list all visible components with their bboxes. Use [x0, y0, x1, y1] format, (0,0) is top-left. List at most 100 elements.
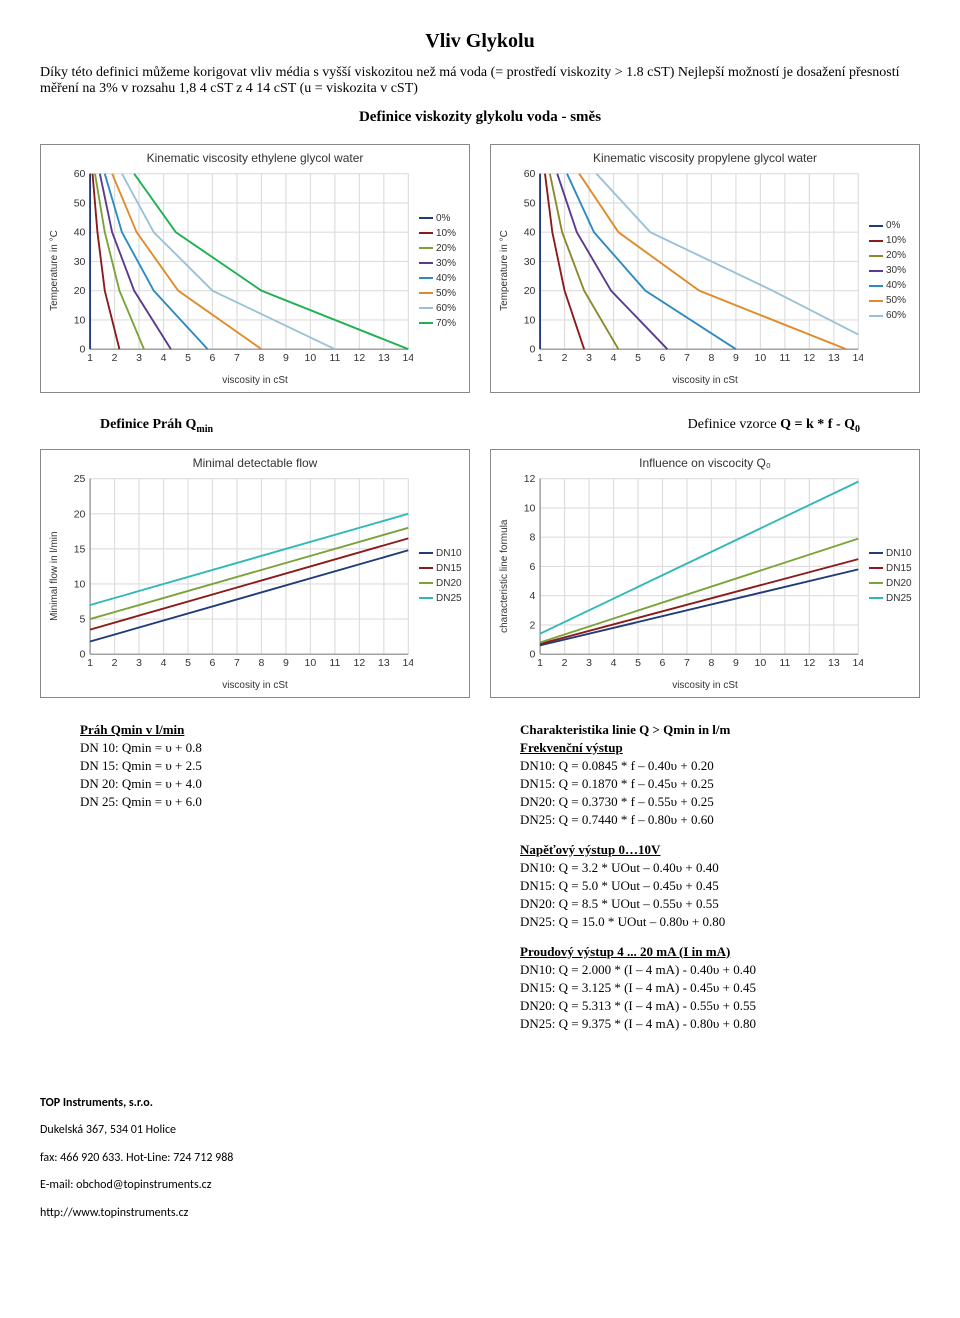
series-line — [540, 481, 858, 633]
svg-text:0: 0 — [530, 344, 536, 356]
chart-row-1: Kinematic viscosity ethylene glycol wate… — [40, 144, 920, 393]
legend-swatch — [869, 240, 883, 242]
svg-text:20: 20 — [74, 285, 86, 297]
svg-text:12: 12 — [354, 657, 366, 669]
formula-line: DN25: Q = 0.7440 * f – 0.80υ + 0.60 — [520, 812, 920, 828]
block-subheading: Frekvenční výstup — [520, 740, 920, 756]
chart-xlabel: viscosity in cSt — [47, 375, 463, 386]
svg-text:6: 6 — [660, 352, 666, 364]
legend-swatch — [869, 552, 883, 554]
chart-minflow: Minimal detectable flow Minimal flow in l… — [40, 449, 470, 698]
svg-text:4: 4 — [611, 352, 617, 364]
legend-label: 50% — [436, 288, 456, 299]
chart-xlabel: viscosity in cSt — [47, 680, 463, 691]
legend-swatch — [419, 217, 433, 219]
legend-item: 0% — [869, 220, 913, 231]
chart-ylabel: Minimal flow in l/min — [47, 474, 62, 678]
legend-item: 40% — [419, 273, 463, 284]
formula-line: DN15: Q = 3.125 * (I – 4 mA) - 0.45υ + 0… — [520, 980, 920, 996]
legend-swatch — [419, 292, 433, 294]
svg-text:8: 8 — [709, 352, 715, 364]
footer: TOP Instruments, s.r.o. Dukelská 367, 53… — [40, 1096, 920, 1222]
svg-text:4: 4 — [161, 352, 167, 364]
svg-text:10: 10 — [524, 314, 536, 326]
svg-text:8: 8 — [709, 657, 715, 669]
text-line: DN 10: Qmin = υ + 0.8 — [80, 740, 480, 756]
formula-block: Proudový výstup 4 ... 20 mA (I in mA) DN1… — [520, 944, 920, 1032]
legend-swatch — [869, 597, 883, 599]
svg-text:11: 11 — [779, 657, 790, 669]
chart-svg: 12345678910111213140102030405060 — [512, 169, 863, 368]
svg-text:9: 9 — [283, 352, 289, 364]
svg-text:14: 14 — [402, 352, 413, 364]
legend-label: DN25 — [886, 593, 912, 604]
legend-item: 10% — [419, 228, 463, 239]
legend-label: 60% — [436, 303, 456, 314]
legend-label: DN10 — [436, 548, 462, 559]
left-col-lines: DN 10: Qmin = υ + 0.8 DN 15: Qmin = υ + 2… — [80, 740, 480, 810]
legend-swatch — [419, 247, 433, 249]
chart-svg: 12345678910111213140102030405060 — [62, 169, 413, 368]
svg-text:6: 6 — [660, 657, 666, 669]
svg-text:2: 2 — [562, 352, 568, 364]
svg-text:14: 14 — [852, 352, 863, 364]
series-line — [540, 538, 858, 642]
legend-swatch — [869, 285, 883, 287]
svg-text:8: 8 — [259, 352, 265, 364]
svg-text:30: 30 — [74, 256, 86, 268]
def-prah-qmin: Definice Práh Qmin — [100, 417, 213, 435]
legend-label: 30% — [886, 265, 906, 276]
svg-text:6: 6 — [210, 657, 216, 669]
svg-text:9: 9 — [733, 352, 739, 364]
legend-item: DN15 — [869, 563, 913, 574]
series-line — [90, 550, 408, 641]
legend-label: DN20 — [886, 578, 912, 589]
legend-swatch — [869, 315, 883, 317]
svg-text:15: 15 — [74, 543, 86, 555]
chart-ylabel: Temperature in °C — [47, 169, 62, 373]
legend-item: 20% — [419, 243, 463, 254]
svg-text:12: 12 — [804, 352, 816, 364]
legend-label: 20% — [436, 243, 456, 254]
block-subheading: Proudový výstup 4 ... 20 mA (I in mA) — [520, 944, 920, 960]
svg-text:3: 3 — [136, 657, 142, 669]
legend-label: 50% — [886, 295, 906, 306]
right-text-col: Charakteristika linie Q > Qmin in l/m Fr… — [520, 722, 920, 1046]
footer-company: TOP Instruments, s.r.o. — [40, 1096, 920, 1112]
legend-item: 30% — [869, 265, 913, 276]
chart-legend: 0%10%20%30%40%50%60%70% — [413, 169, 463, 373]
legend-item: DN25 — [419, 593, 463, 604]
svg-text:10: 10 — [755, 352, 767, 364]
svg-text:1: 1 — [87, 657, 93, 669]
svg-text:7: 7 — [684, 352, 690, 364]
svg-text:3: 3 — [136, 352, 142, 364]
legend-label: 0% — [436, 213, 450, 224]
legend-label: 10% — [436, 228, 456, 239]
formula-block: Frekvenční výstupDN10: Q = 0.0845 * f – … — [520, 740, 920, 828]
legend-label: 20% — [886, 250, 906, 261]
legend-swatch — [869, 300, 883, 302]
svg-text:10: 10 — [755, 657, 767, 669]
svg-text:0: 0 — [80, 344, 86, 356]
svg-text:6: 6 — [530, 561, 536, 573]
chart-propylene: Kinematic viscosity propylene glycol wat… — [490, 144, 920, 393]
formula-line: DN20: Q = 5.313 * (I – 4 mA) - 0.55υ + 0… — [520, 998, 920, 1014]
legend-swatch — [419, 582, 433, 584]
chart-title: Minimal detectable flow — [47, 456, 463, 470]
text-line: E-mail: obchod@topinstruments.cz — [40, 1178, 920, 1194]
svg-text:14: 14 — [402, 657, 413, 669]
svg-text:12: 12 — [354, 352, 366, 364]
legend-label: DN10 — [886, 548, 912, 559]
series-line — [540, 559, 858, 644]
legend-label: 40% — [886, 280, 906, 291]
svg-text:20: 20 — [74, 508, 86, 520]
svg-text:5: 5 — [80, 613, 86, 625]
formula-line: DN10: Q = 3.2 * UOut – 0.40υ + 0.40 — [520, 860, 920, 876]
svg-text:11: 11 — [779, 352, 790, 364]
text-line: fax: 466 920 633. Hot-Line: 724 712 988 — [40, 1151, 920, 1167]
legend-label: 0% — [886, 220, 900, 231]
text-line: DN 15: Qmin = υ + 2.5 — [80, 758, 480, 774]
svg-text:40: 40 — [74, 227, 86, 239]
chart-ylabel: Temperature in °C — [497, 169, 512, 373]
svg-text:1: 1 — [537, 657, 543, 669]
